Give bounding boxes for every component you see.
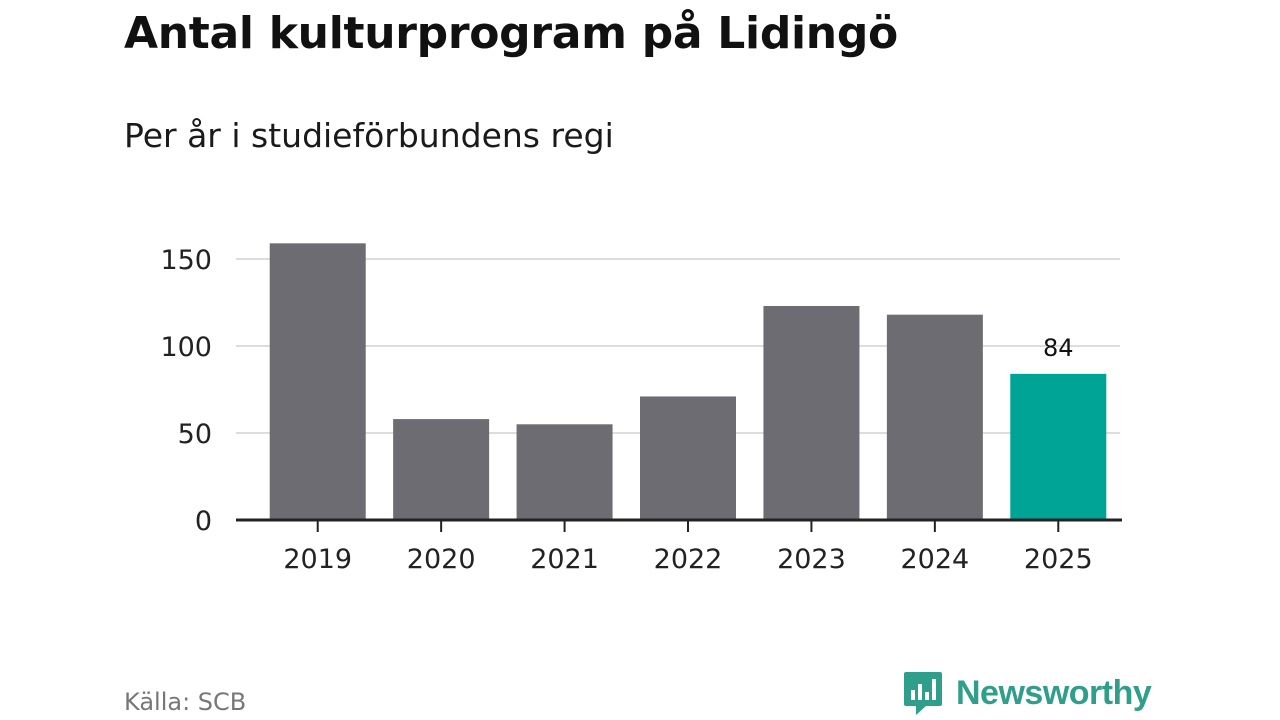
bar-2021 <box>516 424 613 520</box>
bar-2023 <box>763 305 860 520</box>
bar-2020 <box>393 419 490 520</box>
y-tick-label: 100 <box>160 332 212 363</box>
x-tick-label: 2021 <box>530 544 599 575</box>
x-tick-label: 2020 <box>407 544 476 575</box>
bars <box>269 243 1107 520</box>
x-tick-label: 2023 <box>777 544 846 575</box>
y-tick-label: 0 <box>195 506 212 537</box>
y-tick-label: 150 <box>160 245 212 276</box>
x-tick-label: 2022 <box>654 544 723 575</box>
bar-2022 <box>640 396 736 520</box>
labels: 0 50 100 150 2019 2020 2021 2022 2023 2024 2025 84 <box>160 245 1092 575</box>
source-note: Källa: SCB <box>124 688 247 716</box>
bar-2019 <box>269 243 366 520</box>
bar-2024 <box>886 314 983 520</box>
y-tick-label: 50 <box>178 419 212 450</box>
brand-name: Newsworthy <box>956 673 1152 712</box>
newsworthy-logo[interactable]: Newsworthy <box>902 670 1152 716</box>
bar-2025 <box>1010 373 1107 520</box>
x-axis <box>236 518 1122 532</box>
newsworthy-logo-icon <box>904 672 942 715</box>
chart-title: Antal kulturprogram på Lidingö <box>124 8 898 59</box>
chart-subtitle: Per år i studieförbundens regi <box>124 116 614 155</box>
data-label-2025: 84 <box>1043 334 1074 362</box>
x-tick-label: 2024 <box>900 544 969 575</box>
x-tick-label: 2025 <box>1024 544 1093 575</box>
x-tick-label: 2019 <box>283 544 352 575</box>
